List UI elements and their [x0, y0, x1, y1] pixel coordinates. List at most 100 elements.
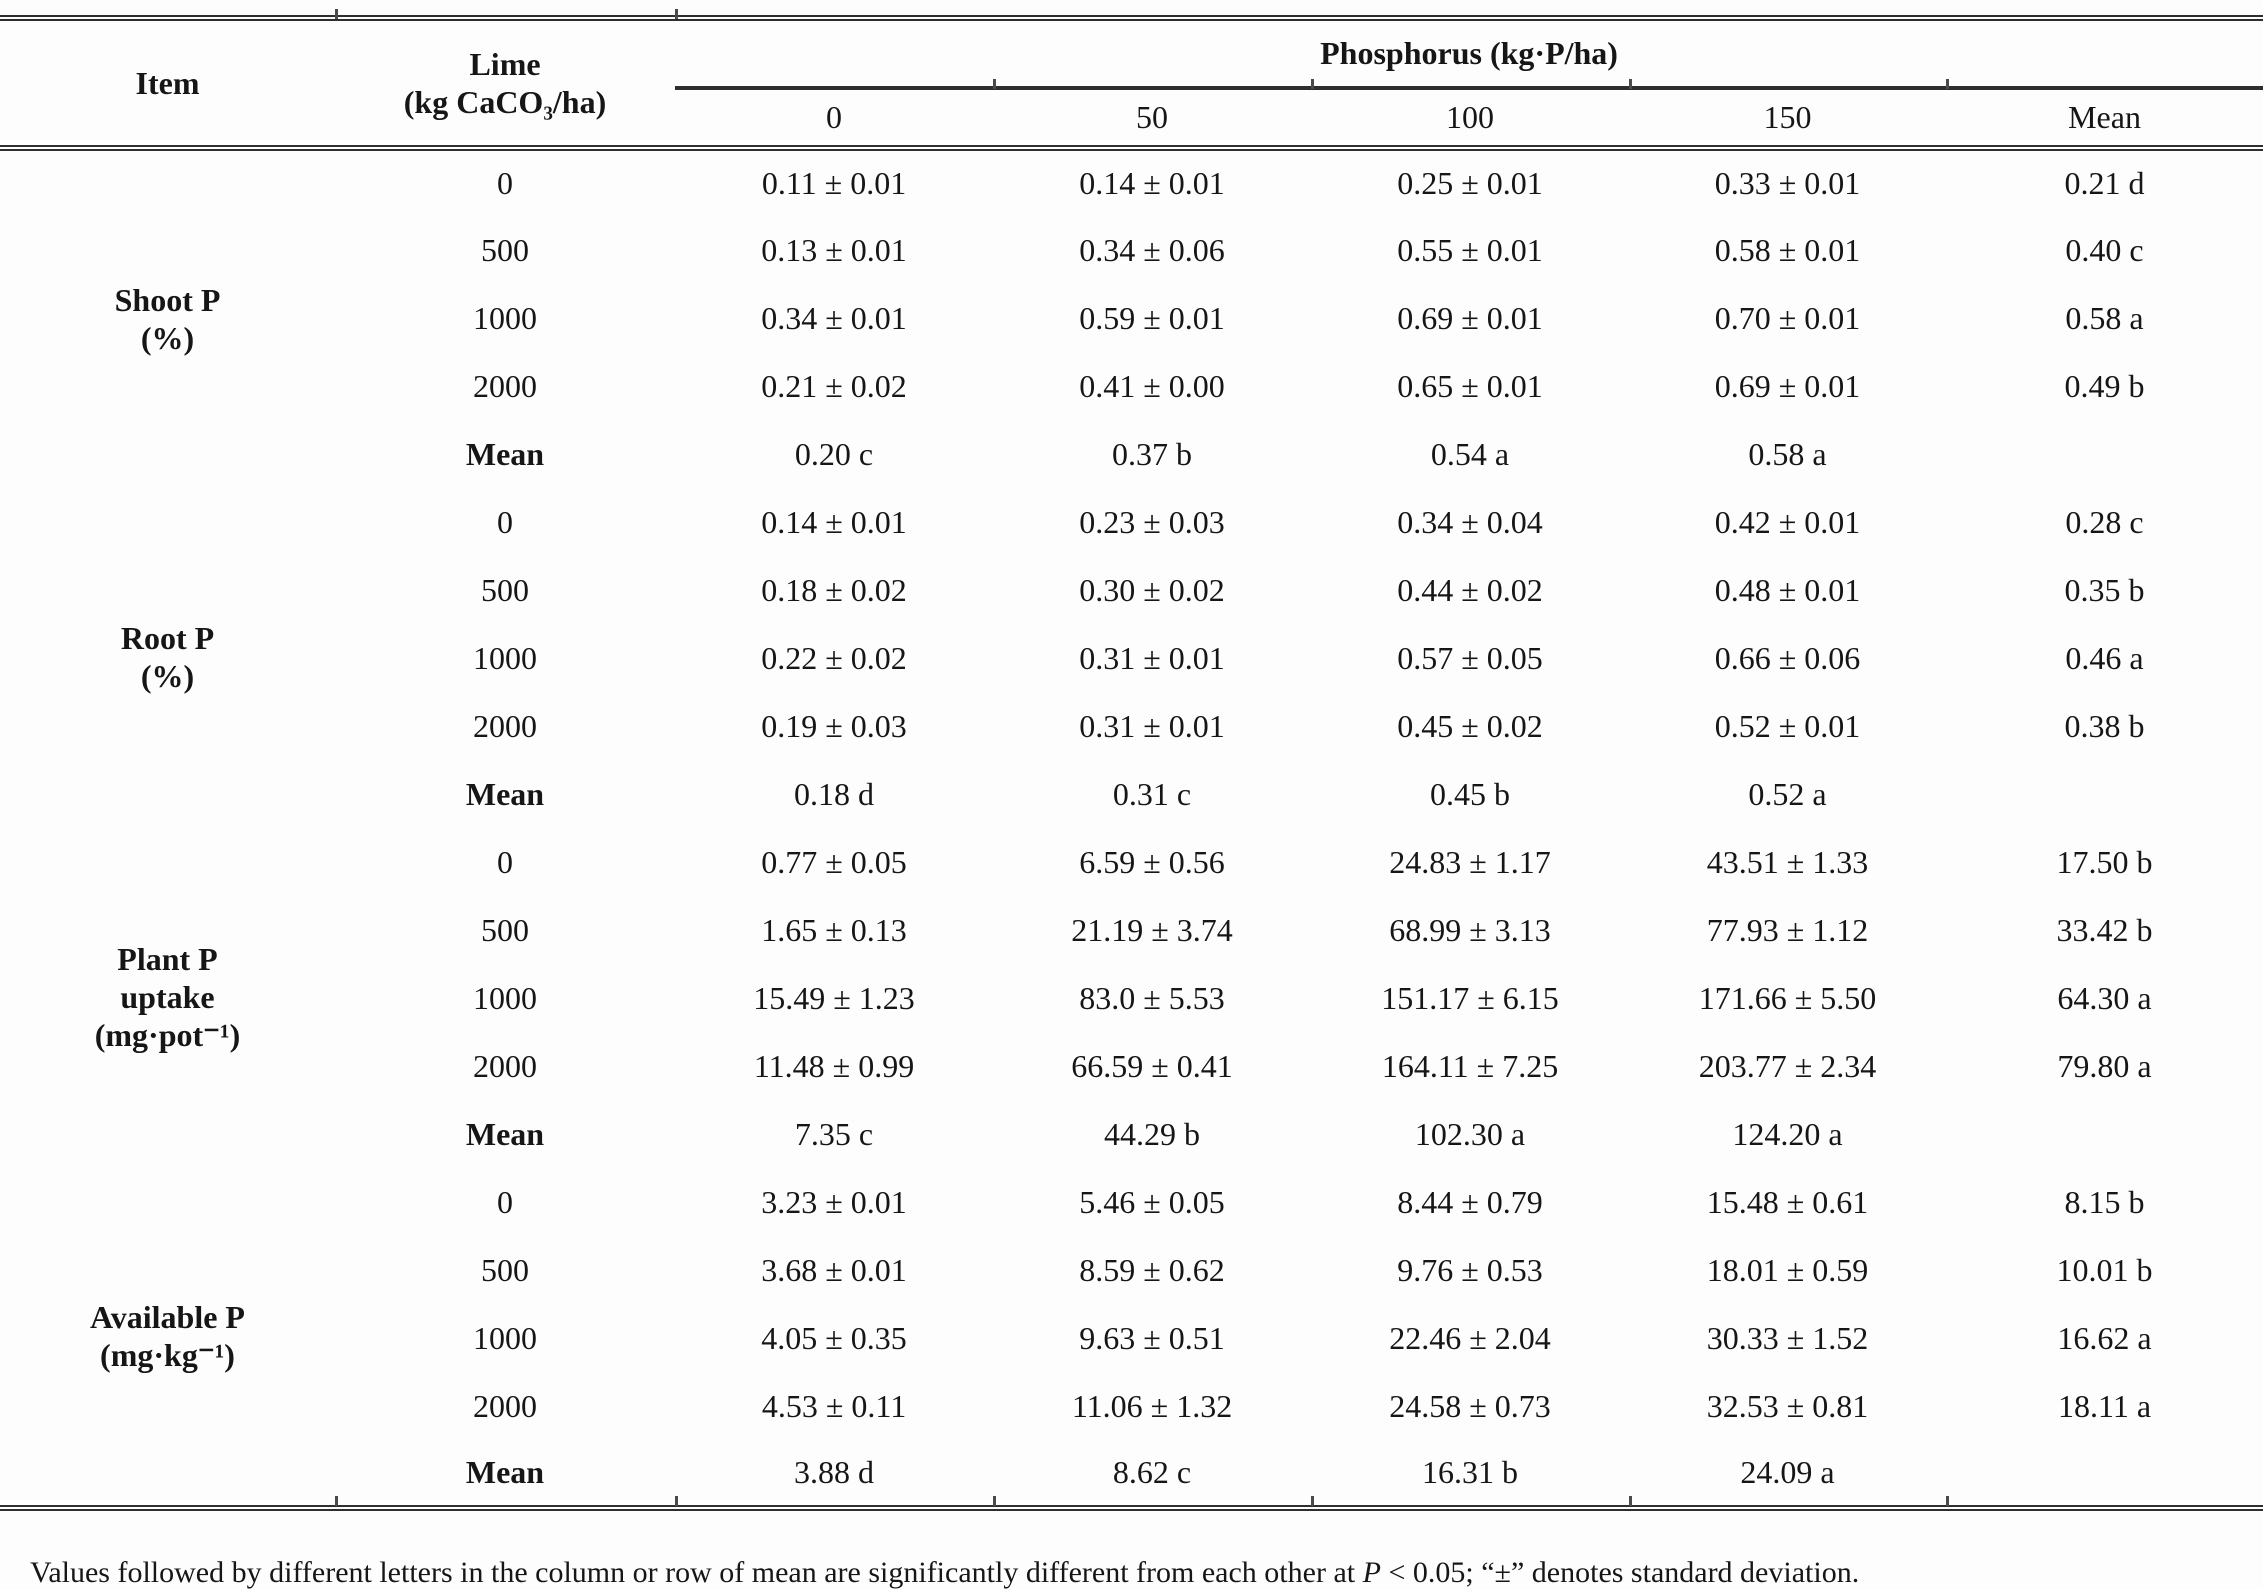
- rule-tick: [1629, 79, 1632, 89]
- value-cell: 5.46 ± 0.05: [1079, 1183, 1225, 1220]
- row-group-label: Root P (%): [0, 488, 335, 828]
- lime-level-cell: 2000: [473, 1387, 537, 1424]
- value-cell: 8.62 c: [1112, 1454, 1192, 1491]
- value-cell: 30.33 ± 1.52: [1706, 1319, 1869, 1356]
- value-cell: 4.05 ± 0.35: [761, 1319, 907, 1356]
- value-cell: 0.59 ± 0.01: [1079, 299, 1225, 336]
- value-cell: 0.19 ± 0.03: [761, 707, 907, 744]
- rule-tick: [675, 1496, 678, 1506]
- header-row-main: Item Lime (kg CaCO₃/ha) Phosphorus (kg·P…: [0, 18, 2263, 151]
- value-cell: 0.34 ± 0.01: [761, 299, 907, 336]
- value-cell: 164.11 ± 7.25: [1381, 1047, 1559, 1084]
- p-level-header-mean: Mean: [1946, 88, 2263, 151]
- header-row-levels: 0 50 100 150 Mean: [0, 88, 2263, 151]
- row-group-label-line: (mg·kg⁻¹): [100, 1336, 235, 1373]
- table-footnote: Values followed by different letters in …: [30, 1556, 1859, 1590]
- value-cell: 0.44 ± 0.02: [1397, 571, 1543, 608]
- value-cell: 24.83 ± 1.17: [1389, 843, 1551, 880]
- table-row: 500 0.18 ± 0.02 0.30 ± 0.02 0.44 ± 0.02 0.48…: [0, 556, 2263, 624]
- value-cell: 0.35 b: [2064, 571, 2145, 608]
- value-cell: 0.37 b: [1112, 435, 1192, 472]
- row-group-label-line: Plant P: [117, 941, 218, 978]
- value-cell: 0.58 a: [2065, 299, 2144, 336]
- table-row: Mean 3.88 d 8.62 c 16.31 b 24.09 a: [0, 1440, 2263, 1508]
- row-group-label-line: (%): [140, 658, 195, 694]
- value-cell: 0.49 b: [2064, 367, 2145, 404]
- value-cell: 0.55 ± 0.01: [1397, 231, 1543, 268]
- value-cell: 0.66 ± 0.06: [1714, 639, 1861, 676]
- value-cell: 0.11 ± 0.01: [761, 165, 907, 202]
- value-cell: 18.11 a: [2058, 1387, 2152, 1424]
- value-cell: 0.31 ± 0.01: [1079, 639, 1225, 676]
- lime-level-cell: 1000: [473, 979, 537, 1016]
- lime-header-line2: (kg CaCO₃/ha): [403, 84, 607, 120]
- rule-tick: [335, 9, 338, 19]
- row-group-label-line: Root P: [120, 620, 215, 657]
- lime-level-cell: 0: [497, 503, 513, 540]
- value-cell: 66.59 ± 0.41: [1071, 1047, 1233, 1084]
- value-cell: 10.01 b: [2056, 1251, 2153, 1288]
- row-group-label-line: Available P: [90, 1298, 245, 1335]
- value-cell: 6.59 ± 0.56: [1079, 843, 1225, 880]
- p-level-header-150: 150: [1629, 88, 1946, 151]
- row-group-label: Shoot P (%): [0, 148, 335, 488]
- value-cell: 0.33 ± 0.01: [1714, 165, 1861, 202]
- value-cell: 3.68 ± 0.01: [761, 1251, 907, 1288]
- value-cell: 0.20 c: [794, 435, 874, 472]
- lime-level-cell: 2000: [473, 367, 537, 404]
- table-row: 500 0.13 ± 0.01 0.34 ± 0.06 0.55 ± 0.01 0.58…: [0, 216, 2263, 284]
- item-column-header: Item: [0, 18, 335, 151]
- lime-header-line1: Lime: [469, 45, 541, 82]
- footnote-p-symbol: P: [1362, 1556, 1381, 1589]
- value-cell: 77.93 ± 1.12: [1706, 911, 1869, 948]
- rule-tick: [993, 1496, 996, 1506]
- table-row: 1000 15.49 ± 1.23 83.0 ± 5.53 151.17 ± 6.15…: [0, 964, 2263, 1032]
- value-cell: 203.77 ± 2.34: [1698, 1047, 1877, 1084]
- value-cell: 79.80 a: [2057, 1047, 2152, 1084]
- row-group-label-line: (%): [140, 319, 195, 356]
- phosphorus-group-header: Phosphorus (kg·P/ha): [675, 18, 2263, 90]
- lime-level-cell: 500: [481, 231, 529, 268]
- table-row: Mean 7.35 c 44.29 b 102.30 a 124.20 a: [0, 1100, 2263, 1168]
- value-cell: 68.99 ± 3.13: [1389, 911, 1551, 948]
- value-cell: 0.31 c: [1112, 775, 1192, 812]
- value-cell: 15.48 ± 0.61: [1706, 1183, 1869, 1220]
- rule-tick: [1946, 79, 1949, 89]
- value-cell: 0.42 ± 0.01: [1714, 503, 1861, 540]
- value-cell: 1.65 ± 0.13: [761, 911, 907, 948]
- table-row: 500 3.68 ± 0.01 8.59 ± 0.62 9.76 ± 0.53 18.0…: [0, 1236, 2263, 1304]
- value-cell: 0.13 ± 0.01: [761, 231, 907, 268]
- lime-level-cell: 0: [497, 165, 513, 202]
- value-cell: 15.49 ± 1.23: [753, 979, 915, 1016]
- table-row: 1000 0.34 ± 0.01 0.59 ± 0.01 0.69 ± 0.01 0.7…: [0, 284, 2263, 352]
- row-group-label-line: (mg·pot⁻¹): [94, 1016, 241, 1053]
- lime-level-cell: 500: [481, 1251, 529, 1288]
- rule-tick: [675, 9, 678, 19]
- value-cell: 64.30 a: [2057, 979, 2152, 1016]
- value-cell: 11.48 ± 0.99: [753, 1047, 915, 1084]
- lime-level-cell: 0: [497, 843, 513, 880]
- value-cell: 0.21 d: [2064, 165, 2145, 202]
- value-cell: 0.70 ± 0.01: [1714, 299, 1861, 336]
- value-cell: 0.57 ± 0.05: [1397, 639, 1543, 676]
- row-group-label-line: uptake: [120, 979, 215, 1016]
- value-cell: 0.41 ± 0.00: [1079, 367, 1225, 404]
- value-cell: 83.0 ± 5.53: [1079, 979, 1225, 1016]
- value-cell: 8.15 b: [2064, 1183, 2145, 1220]
- table-row: 2000 11.48 ± 0.99 66.59 ± 0.41 164.11 ± 7.2…: [0, 1032, 2263, 1100]
- value-cell: 0.69 ± 0.01: [1714, 367, 1861, 404]
- value-cell: 151.17 ± 6.15: [1381, 979, 1559, 1016]
- lime-column-header: Lime (kg CaCO₃/ha): [335, 18, 675, 151]
- row-group-label-line: Shoot P: [114, 281, 221, 318]
- value-cell: 3.23 ± 0.01: [761, 1183, 907, 1220]
- lime-level-cell: 0: [497, 1183, 513, 1220]
- value-cell: 11.06 ± 1.32: [1071, 1387, 1233, 1424]
- lime-level-cell: 1000: [473, 299, 537, 336]
- rule-tick: [1946, 1496, 1949, 1506]
- value-cell: 8.44 ± 0.79: [1397, 1183, 1543, 1220]
- value-cell: 0.52 ± 0.01: [1714, 707, 1861, 744]
- lime-level-cell: Mean: [465, 775, 545, 812]
- value-cell: 0.77 ± 0.05: [761, 843, 907, 880]
- table-row: 1000 4.05 ± 0.35 9.63 ± 0.51 22.46 ± 2.04 30…: [0, 1304, 2263, 1372]
